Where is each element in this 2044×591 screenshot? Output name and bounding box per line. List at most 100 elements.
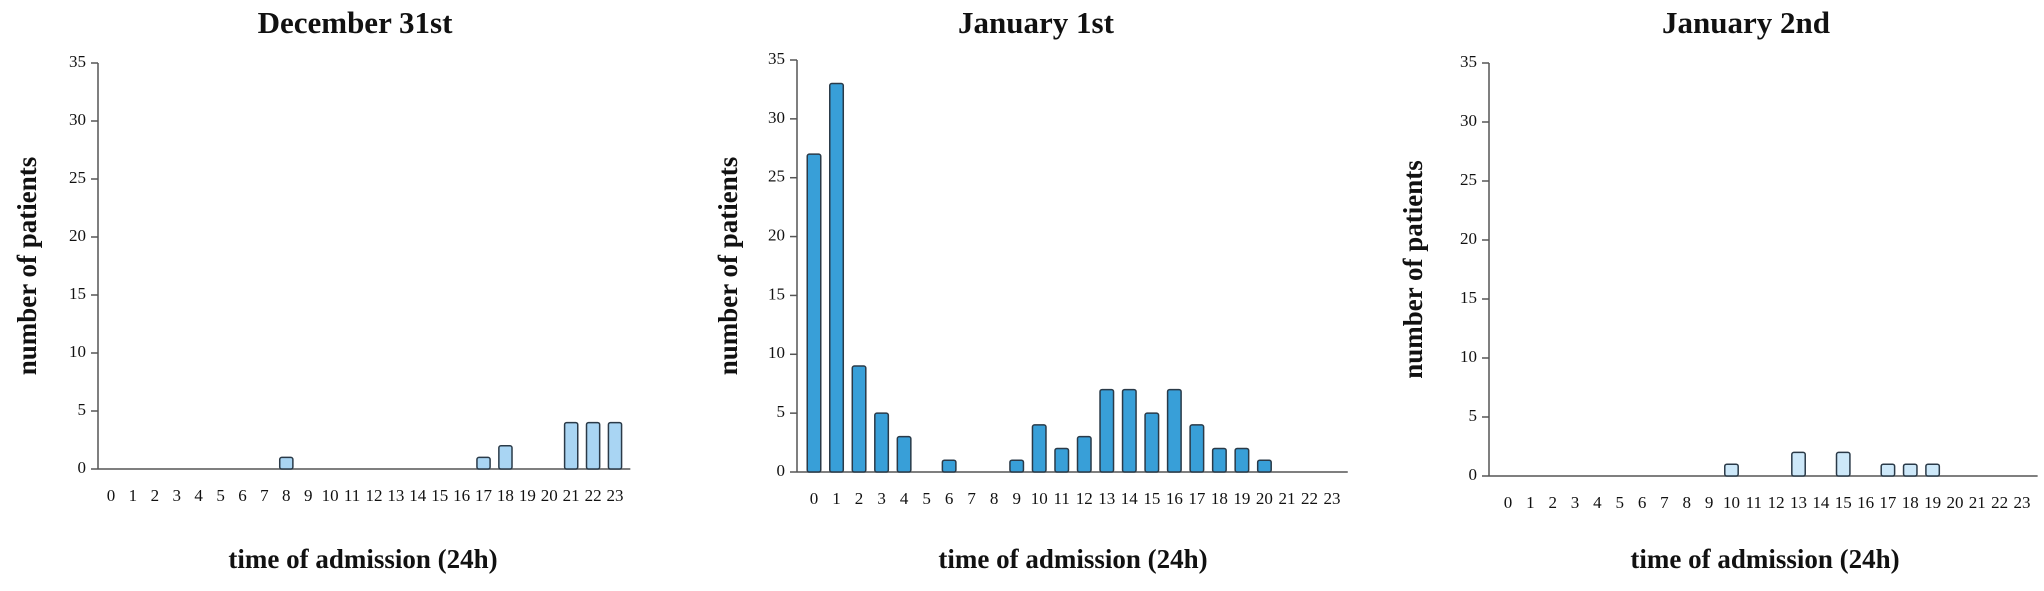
y-tick-label: 20 (69, 226, 86, 245)
x-tick-label: 21 (1969, 493, 1986, 512)
x-tick-label: 8 (1683, 493, 1692, 512)
x-tick-label: 4 (1593, 493, 1602, 512)
x-tick-label: 11 (344, 486, 360, 505)
bar (829, 82, 845, 473)
x-tick-label: 0 (810, 489, 819, 508)
x-tick-label: 22 (1301, 489, 1318, 508)
y-tick-label: 25 (69, 168, 86, 187)
x-tick-label: 11 (1054, 489, 1070, 508)
x-tick-label: 16 (1857, 493, 1874, 512)
x-tick-label: 3 (172, 486, 181, 505)
bar (1189, 424, 1205, 473)
x-tick-label: 13 (1098, 489, 1115, 508)
y-tick-label: 30 (1460, 111, 1477, 130)
bar (1031, 424, 1047, 473)
x-tick-label: 23 (1324, 489, 1341, 508)
bar (498, 445, 513, 470)
y-tick-label: 30 (768, 108, 785, 127)
bar (1835, 451, 1851, 477)
bar (1009, 459, 1025, 473)
x-tick-label: 14 (409, 486, 427, 505)
bar (1256, 459, 1272, 473)
bar (563, 421, 579, 470)
y-tick-label: 10 (69, 342, 86, 361)
x-tick-label: 3 (1571, 493, 1580, 512)
x-tick-label: 20 (1256, 489, 1273, 508)
bar (896, 435, 912, 473)
x-tick-label: 21 (1278, 489, 1295, 508)
x-tick-label: 2 (1548, 493, 1557, 512)
bar (476, 456, 491, 470)
x-tick-label: 18 (1211, 489, 1228, 508)
y-tick-label: 5 (78, 400, 87, 419)
chart-title: January 1st (958, 5, 1115, 40)
x-tick-label: 4 (900, 489, 909, 508)
bar (1144, 412, 1160, 473)
x-tick-label: 14 (1121, 489, 1139, 508)
x-tick-label: 1 (832, 489, 841, 508)
x-tick-label: 20 (1946, 493, 1963, 512)
x-tick-label: 6 (1638, 493, 1647, 512)
y-tick-label: 20 (1460, 229, 1477, 248)
y-tick-label: 15 (69, 284, 86, 303)
y-axis-title: number of patients (12, 157, 42, 376)
x-tick-label: 17 (475, 486, 493, 505)
x-tick-label: 15 (1143, 489, 1160, 508)
x-tick-label: 7 (260, 486, 269, 505)
x-tick-label: 12 (1076, 489, 1093, 508)
chart-title: December 31st (258, 5, 454, 40)
bar (1234, 447, 1250, 473)
x-axis-title: time of admission (24h) (938, 544, 1207, 574)
x-tick-label: 0 (1504, 493, 1513, 512)
x-tick-label: 12 (365, 486, 382, 505)
x-tick-label: 13 (387, 486, 404, 505)
x-tick-label: 18 (1902, 493, 1919, 512)
bar (874, 412, 890, 473)
y-tick-label: 35 (69, 52, 86, 71)
bar (1925, 463, 1941, 477)
bar (1211, 447, 1227, 473)
x-tick-label: 16 (453, 486, 470, 505)
bar (806, 153, 822, 473)
x-tick-label: 12 (1768, 493, 1785, 512)
bar (1099, 388, 1115, 473)
bar (1054, 447, 1070, 473)
x-tick-label: 6 (945, 489, 954, 508)
bar (1791, 451, 1806, 477)
x-tick-label: 5 (216, 486, 225, 505)
x-tick-label: 23 (2014, 493, 2031, 512)
y-tick-label: 0 (78, 458, 87, 477)
x-tick-label: 20 (541, 486, 558, 505)
x-tick-label: 1 (1526, 493, 1535, 512)
x-tick-label: 22 (585, 486, 602, 505)
y-tick-label: 25 (768, 167, 785, 186)
y-tick-label: 15 (768, 284, 785, 303)
x-tick-label: 23 (607, 486, 624, 505)
x-axis-title: time of admission (24h) (228, 544, 497, 574)
x-tick-label: 15 (431, 486, 448, 505)
bar (941, 459, 957, 473)
bar (278, 456, 294, 470)
y-tick-label: 25 (1460, 170, 1477, 189)
x-tick-label: 9 (304, 486, 313, 505)
x-tick-label: 4 (194, 486, 203, 505)
x-tick-label: 14 (1812, 493, 1830, 512)
x-tick-label: 19 (1924, 493, 1941, 512)
x-axis-title: time of admission (24h) (1630, 544, 1899, 574)
y-tick-label: 20 (768, 225, 785, 244)
bar (1902, 463, 1918, 477)
y-tick-label: 35 (1460, 52, 1477, 71)
x-tick-label: 19 (1233, 489, 1250, 508)
y-tick-label: 15 (1460, 288, 1477, 307)
x-tick-label: 11 (1746, 493, 1762, 512)
bar (1121, 388, 1137, 473)
x-tick-label: 5 (1615, 493, 1624, 512)
x-tick-label: 0 (107, 486, 116, 505)
chart-title: January 2nd (1662, 5, 1830, 40)
x-tick-label: 7 (1660, 493, 1669, 512)
x-tick-label: 10 (1031, 489, 1048, 508)
y-tick-label: 5 (777, 402, 786, 421)
bar (585, 421, 601, 470)
x-tick-label: 16 (1166, 489, 1183, 508)
